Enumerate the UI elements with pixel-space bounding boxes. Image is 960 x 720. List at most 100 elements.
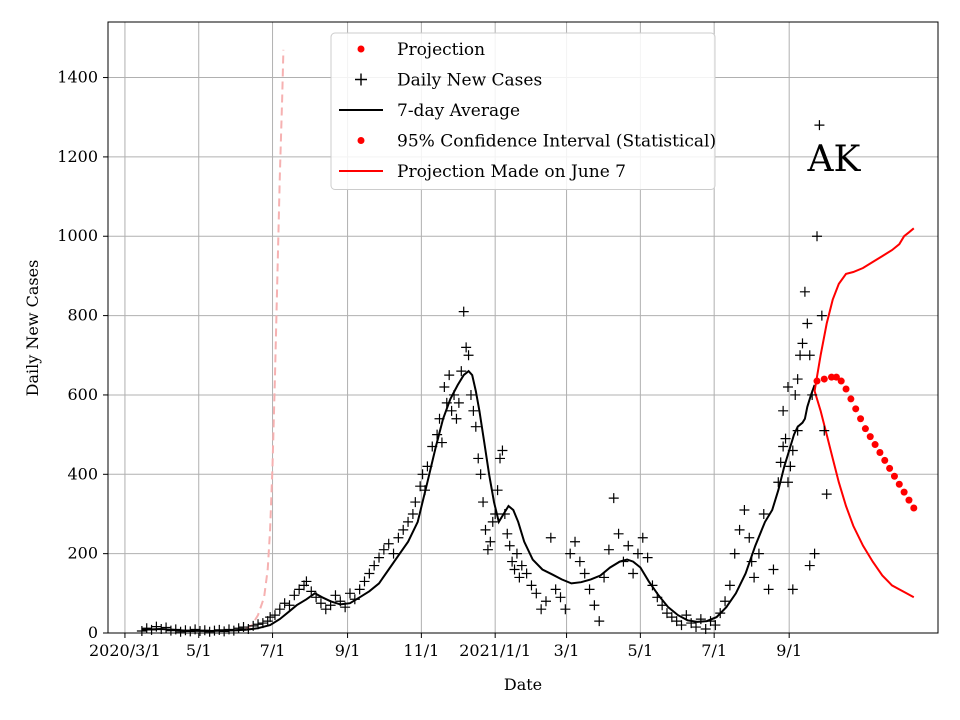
daily-case-point — [511, 548, 522, 559]
daily-case-point — [574, 556, 585, 567]
daily-case-point — [269, 610, 280, 621]
daily-case-point — [540, 596, 551, 607]
daily-case-point — [315, 598, 326, 609]
daily-case-point — [603, 544, 614, 555]
daily-case-point — [374, 552, 385, 563]
y-tick-label: 800 — [67, 306, 98, 325]
daily-case-point — [422, 461, 433, 472]
projection-point — [828, 373, 836, 381]
daily-case-point — [480, 524, 491, 535]
daily-case-point — [695, 614, 706, 625]
daily-case-point — [485, 536, 496, 547]
daily-case-point — [778, 405, 789, 416]
daily-case-point — [724, 580, 735, 591]
daily-case-point — [354, 584, 365, 595]
early-projection-line — [245, 49, 285, 630]
daily-case-point — [306, 586, 317, 597]
daily-case-point — [691, 622, 702, 633]
daily-case-point — [265, 612, 276, 623]
daily-case-point — [700, 624, 711, 635]
daily-case-point — [775, 457, 786, 468]
daily-case-point — [686, 618, 697, 629]
daily-case-point — [274, 604, 285, 615]
projection-point — [890, 472, 898, 480]
projection-point — [842, 385, 850, 393]
projection-point — [895, 480, 903, 488]
daily-case-point — [555, 592, 566, 603]
daily-case-point — [439, 382, 450, 393]
daily-case-point — [194, 626, 205, 637]
daily-case-point — [715, 608, 726, 619]
x-tick-label: 5/1 — [186, 641, 212, 660]
projection-point — [820, 375, 828, 383]
daily-case-point — [458, 306, 469, 317]
legend-label: Daily New Cases — [397, 71, 542, 91]
daily-case-point — [787, 584, 798, 595]
daily-case-point — [536, 604, 547, 615]
daily-case-point — [311, 592, 322, 603]
projection-point — [813, 377, 821, 385]
legend-marker-dot — [357, 45, 365, 53]
y-tick-label: 200 — [67, 544, 98, 563]
daily-case-point — [734, 524, 745, 535]
daily-case-point — [584, 584, 595, 595]
daily-case-point — [802, 318, 813, 329]
daily-case-point — [415, 481, 426, 492]
daily-case-point — [463, 350, 474, 361]
daily-case-point — [369, 560, 380, 571]
daily-case-point — [502, 528, 513, 539]
daily-case-point — [495, 453, 506, 464]
daily-case-point — [141, 623, 152, 634]
daily-case-point — [301, 576, 312, 587]
daily-case-point — [434, 413, 445, 424]
daily-case-point — [446, 405, 457, 416]
daily-case-point — [482, 544, 493, 555]
daily-case-point — [461, 342, 472, 353]
daily-case-point — [453, 397, 464, 408]
y-tick-label: 1400 — [57, 68, 98, 87]
daily-case-point — [253, 619, 264, 630]
daily-case-point — [262, 616, 273, 627]
y-axis: 0 200 400 600 800 1000 1200 1400 — [57, 68, 108, 642]
daily-case-point — [294, 584, 305, 595]
projection-point — [876, 448, 884, 456]
daily-case-point — [289, 590, 300, 601]
daily-case-point — [279, 598, 290, 609]
daily-case-point — [739, 505, 750, 516]
daily-case-point — [790, 389, 801, 400]
x-axis: 2020/3/1 5/1 7/1 9/1 11/1 2021/1/1 3/1 5/1 7/1 9/… — [89, 633, 802, 660]
daily-case-point — [753, 548, 764, 559]
daily-case-point — [499, 508, 510, 519]
daily-case-point — [814, 120, 825, 131]
daily-case-point — [647, 580, 658, 591]
daily-case-point — [419, 485, 430, 496]
daily-case-point — [797, 338, 808, 349]
daily-case-point — [795, 350, 806, 361]
daily-case-point — [782, 477, 793, 488]
x-tick-label: 2020/3/1 — [89, 641, 161, 660]
daily-case-point — [560, 604, 571, 615]
daily-case-point — [782, 382, 793, 393]
daily-case-point — [284, 600, 295, 611]
projection-point — [871, 441, 879, 449]
daily-case-point — [628, 568, 639, 579]
daily-case-point — [478, 497, 489, 508]
y-tick-label: 600 — [67, 385, 98, 404]
daily-case-point — [340, 602, 351, 613]
daily-case-point — [821, 489, 832, 500]
legend-label: 95% Confidence Interval (Statistical) — [397, 132, 716, 152]
daily-case-point — [516, 560, 527, 571]
daily-case-point — [812, 231, 823, 242]
daily-case-point — [238, 622, 249, 633]
daily-case-point — [393, 532, 404, 543]
daily-case-point — [792, 374, 803, 385]
daily-case-point — [521, 568, 532, 579]
daily-case-point — [364, 568, 375, 579]
x-tick-label: 5/1 — [627, 641, 653, 660]
daily-case-point — [449, 389, 460, 400]
daily-case-point — [526, 580, 537, 591]
daily-case-point — [199, 625, 210, 636]
projection-lower-line — [813, 390, 915, 599]
daily-case-point — [637, 532, 648, 543]
daily-case-point — [299, 580, 310, 591]
